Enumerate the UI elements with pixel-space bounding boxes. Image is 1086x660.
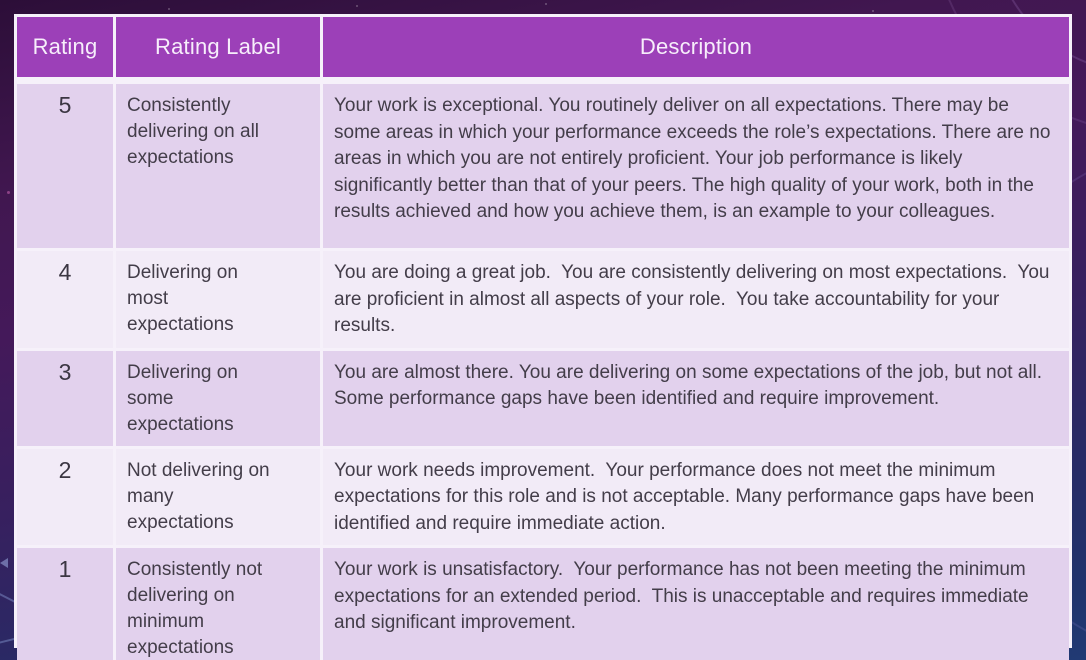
table-row: 4 Delivering on most expectations You ar…	[17, 251, 1069, 348]
rating-value-cell: 3	[17, 350, 113, 446]
rating-description-cell: You are doing a great job. You are consi…	[323, 251, 1069, 348]
rating-label-cell: Consistently delivering on all expectati…	[116, 84, 320, 248]
rating-table: Rating Rating Label Description 5 Consis…	[14, 14, 1072, 660]
background-dot	[7, 191, 10, 194]
table-header-row: Rating Rating Label Description	[17, 17, 1069, 77]
rating-value-cell: 1	[17, 548, 113, 660]
rating-label-cell: Not delivering on many expectations	[116, 448, 320, 545]
column-header-rating-label: Rating Label	[116, 17, 320, 77]
background-speck	[356, 5, 358, 7]
rating-description-cell: Your work is exceptional. You routinely …	[323, 84, 1069, 248]
rating-label-cell: Delivering on some expectations	[116, 350, 320, 446]
column-header-description: Description	[323, 17, 1069, 77]
rating-description-cell: You are almost there. You are delivering…	[323, 350, 1069, 446]
rating-value-cell: 4	[17, 251, 113, 348]
rating-description-cell: Your work needs improvement. Your perfor…	[323, 448, 1069, 545]
rating-value-cell: 5	[17, 84, 113, 248]
background-speck	[872, 10, 874, 12]
background-speck	[168, 8, 170, 10]
table-row: 5 Consistently delivering on all expecta…	[17, 84, 1069, 248]
rating-value-cell: 2	[17, 448, 113, 545]
background-arrow-glyph	[0, 558, 8, 568]
table-body: 5 Consistently delivering on all expecta…	[17, 84, 1069, 660]
background-speck	[545, 3, 547, 5]
table-row: 3 Delivering on some expectations You ar…	[17, 350, 1069, 446]
table-row: 1 Consistently not delivering on minimum…	[17, 548, 1069, 660]
rating-label-cell: Delivering on most expectations	[116, 251, 320, 348]
rating-description-cell: Your work is unsatisfactory. Your perfor…	[323, 548, 1069, 660]
table-row: 2 Not delivering on many expectations Yo…	[17, 448, 1069, 545]
column-header-rating: Rating	[17, 17, 113, 77]
rating-label-cell: Consistently not delivering on minimum e…	[116, 548, 320, 660]
